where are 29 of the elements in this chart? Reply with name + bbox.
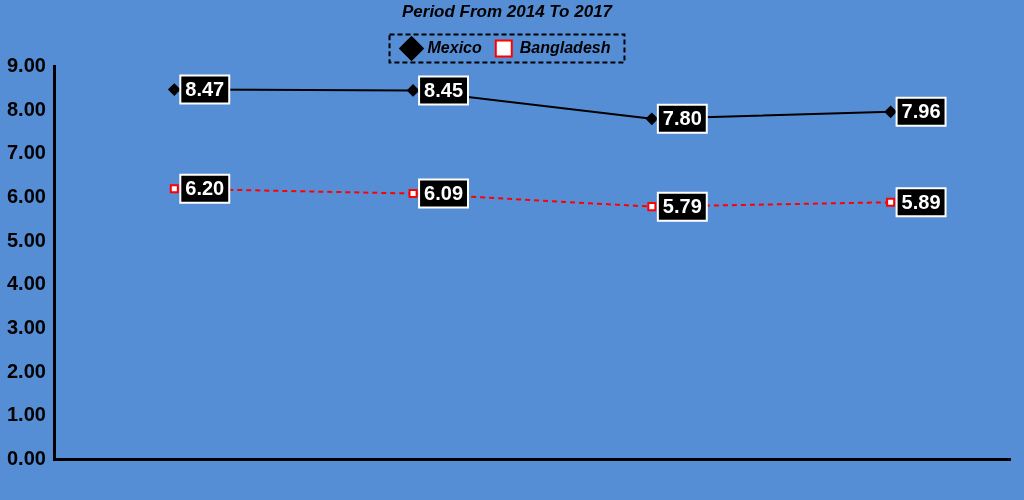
point <box>645 112 658 125</box>
data-label: 8.45 <box>424 78 464 101</box>
chart-title: Period From 2014 To 2017 <box>401 1 614 21</box>
legend-label: Bangladesh <box>519 38 611 56</box>
point <box>884 105 897 118</box>
data-label: 6.20 <box>185 177 225 200</box>
y-tick-label: 9.00 <box>6 53 46 76</box>
y-tick-label: 2.00 <box>6 359 46 382</box>
y-tick-label: 7.00 <box>6 141 46 164</box>
y-tick-label: 3.00 <box>6 316 46 339</box>
point <box>408 189 418 199</box>
y-tick-label: 4.00 <box>6 272 46 295</box>
y-tick-label: 8.00 <box>6 97 46 120</box>
y-tick-label: 1.00 <box>6 403 46 426</box>
point <box>886 197 896 207</box>
y-tick-label: 0.00 <box>6 447 46 470</box>
point <box>407 84 420 97</box>
data-label: 6.09 <box>424 182 464 205</box>
data-label: 8.47 <box>185 78 225 101</box>
point <box>168 83 181 96</box>
data-label: 7.80 <box>662 107 702 130</box>
data-label: 7.96 <box>901 100 941 123</box>
point <box>647 202 657 212</box>
point <box>169 184 179 194</box>
y-tick-label: 6.00 <box>6 184 46 207</box>
legend-label: Mexico <box>427 38 482 56</box>
y-tick-label: 5.00 <box>6 228 46 251</box>
data-label: 5.79 <box>662 195 702 218</box>
data-label: 5.89 <box>901 190 941 213</box>
